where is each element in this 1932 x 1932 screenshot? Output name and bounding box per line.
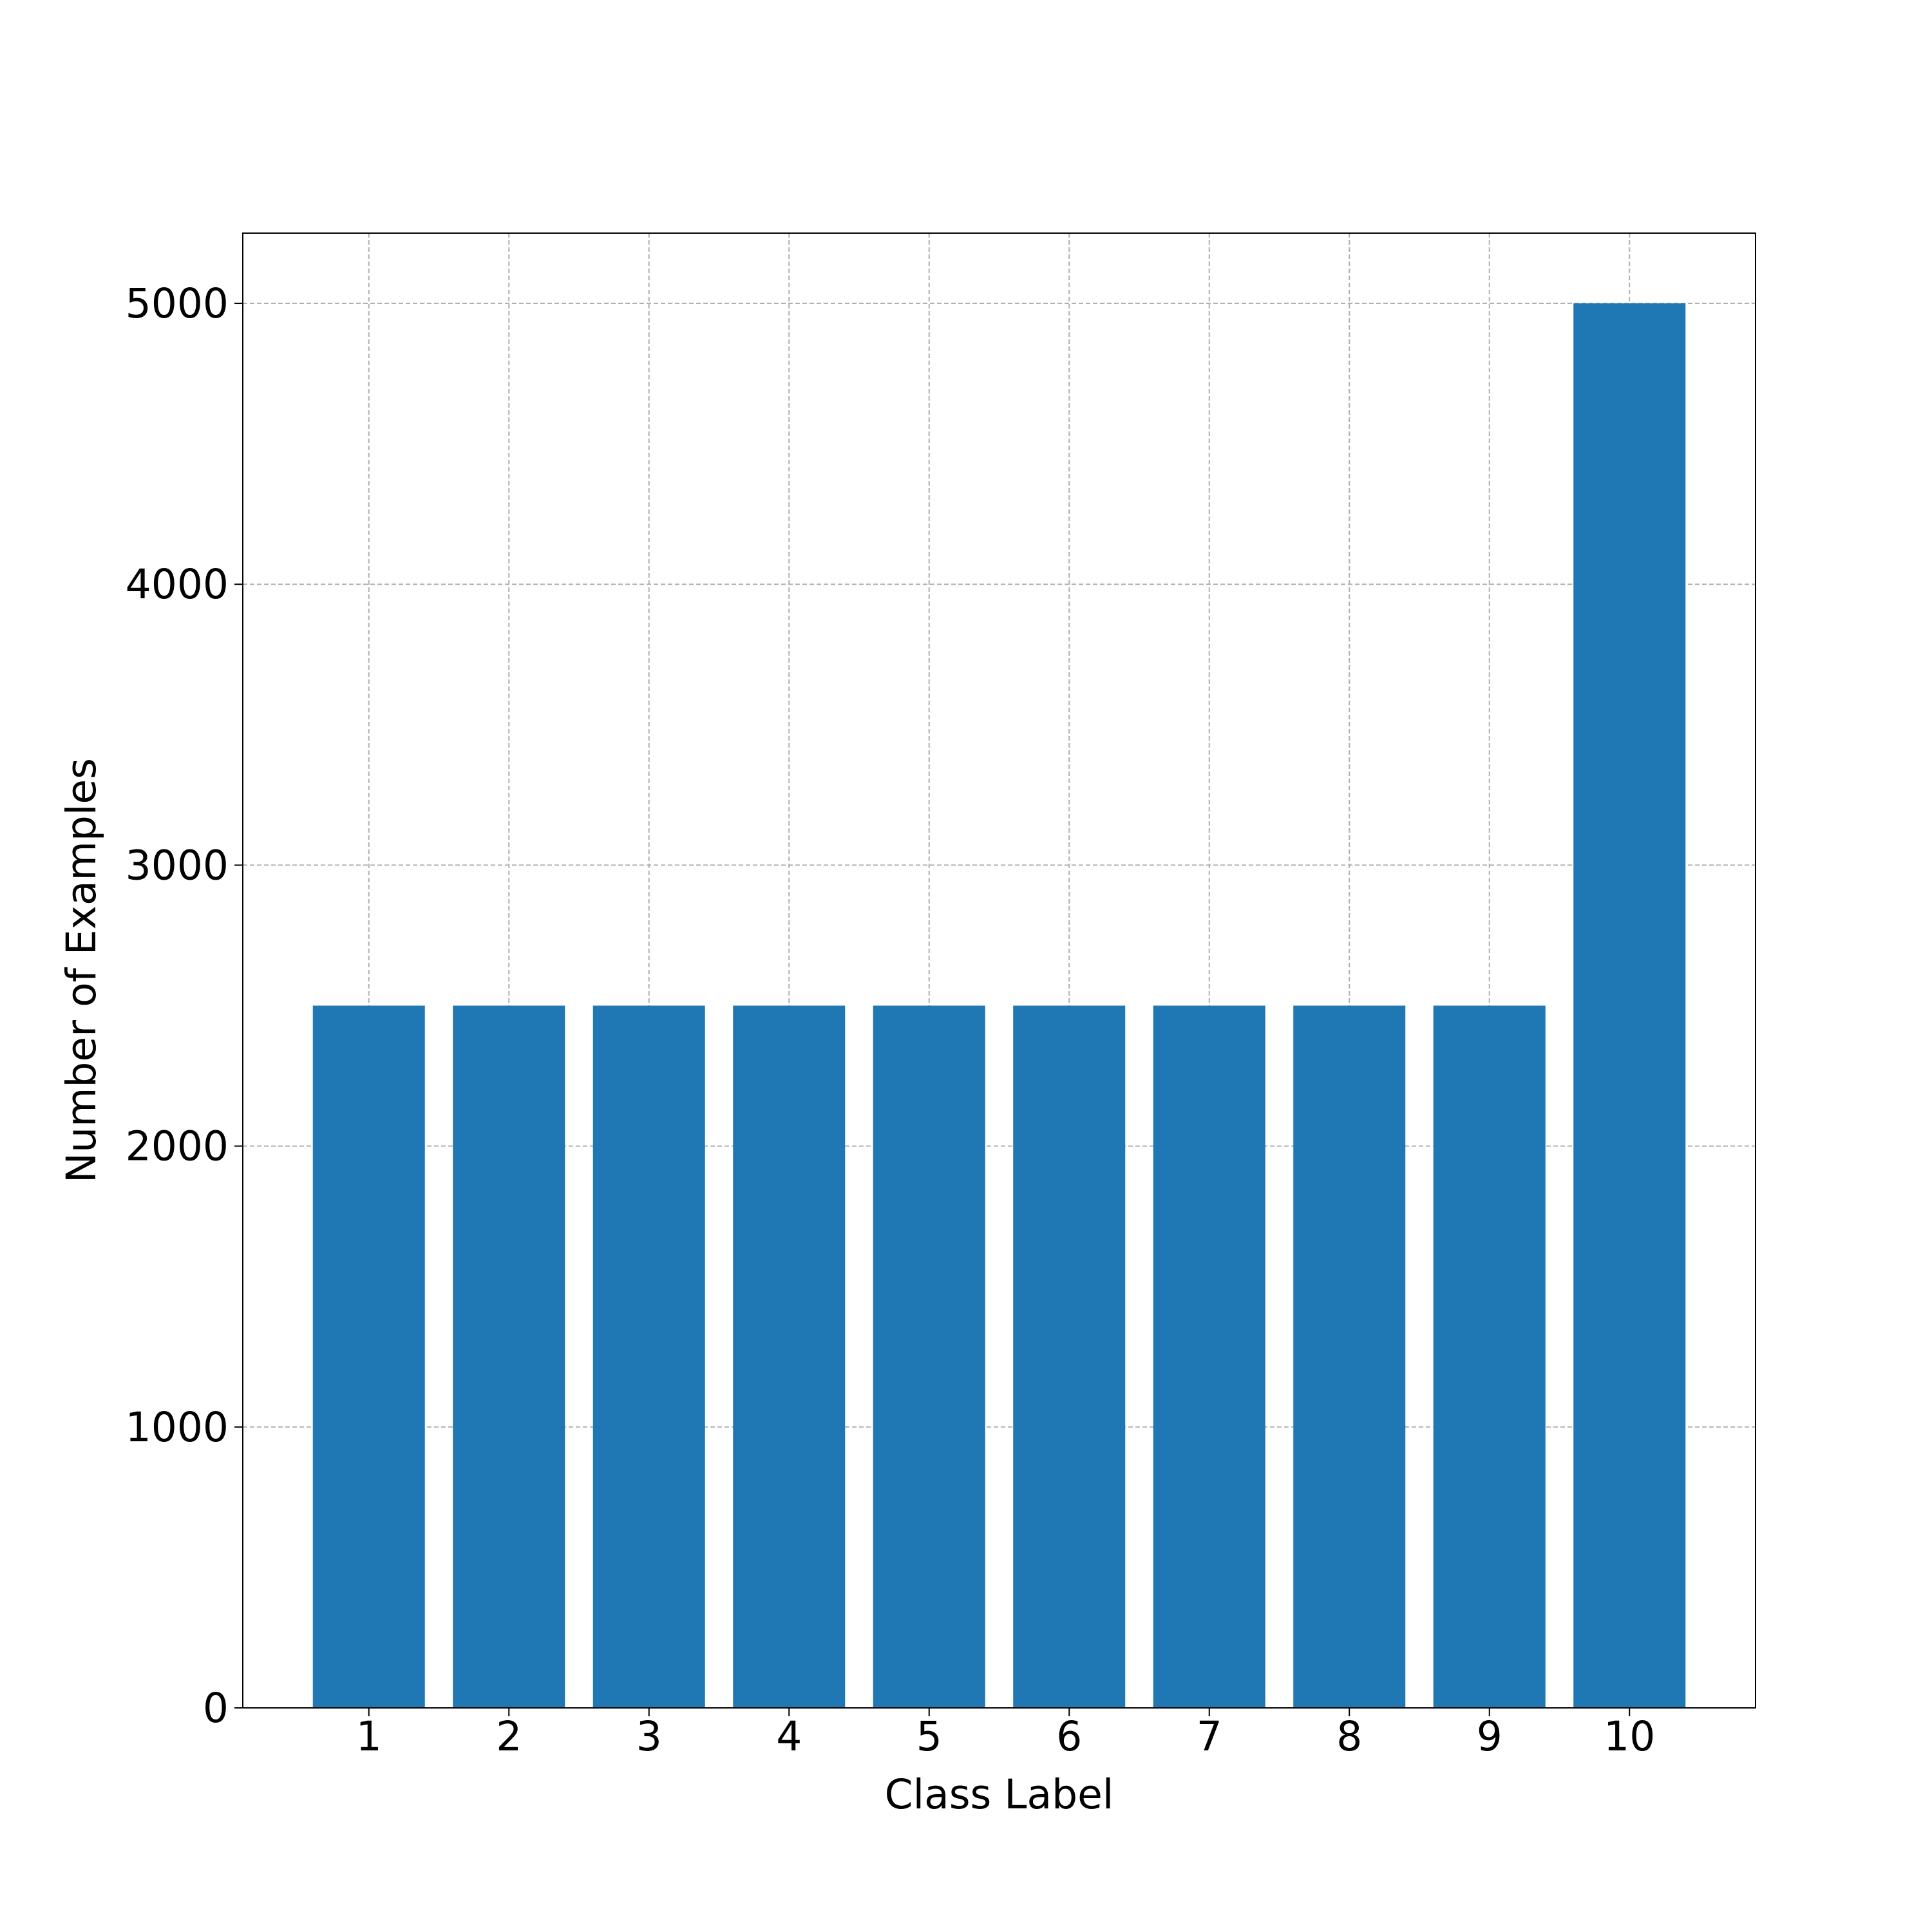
y-tick-label: 1000 <box>126 1404 229 1451</box>
x-axis-label: Class Label <box>885 1771 1114 1818</box>
bar-4 <box>733 1005 846 1708</box>
x-tick-label: 10 <box>1604 1713 1655 1760</box>
x-tick-label: 5 <box>916 1713 942 1760</box>
x-tick-label: 8 <box>1336 1713 1362 1760</box>
x-tick-label: 2 <box>496 1713 522 1760</box>
bar-8 <box>1293 1005 1406 1708</box>
axis-ticks: 1 2 3 4 5 6 7 8 9 10 0 1000 2000 3000 4000 5000 <box>126 280 1656 1760</box>
y-tick-label: 2000 <box>126 1123 229 1170</box>
y-tick-label: 4000 <box>126 561 229 608</box>
y-tick-label: 5000 <box>126 280 229 327</box>
x-tick-label: 6 <box>1056 1713 1082 1760</box>
bar-7 <box>1153 1005 1265 1708</box>
bar-1 <box>312 1005 425 1708</box>
bars <box>312 303 1686 1708</box>
bar-10 <box>1573 303 1686 1708</box>
y-tick-label: 0 <box>203 1685 229 1732</box>
bar-6 <box>1013 1005 1126 1708</box>
y-axis-label: Number of Examples <box>58 758 105 1183</box>
x-tick-label: 7 <box>1197 1713 1222 1760</box>
x-tick-label: 9 <box>1477 1713 1502 1760</box>
x-tick-label: 1 <box>356 1713 382 1760</box>
bar-2 <box>453 1005 565 1708</box>
bar-9 <box>1433 1005 1546 1708</box>
plot-frame <box>242 232 1756 1709</box>
bar-5 <box>873 1005 985 1708</box>
x-tick-label: 3 <box>636 1713 662 1760</box>
bar-3 <box>592 1005 705 1708</box>
y-tick-label: 3000 <box>126 842 229 889</box>
x-tick-label: 4 <box>776 1713 802 1760</box>
